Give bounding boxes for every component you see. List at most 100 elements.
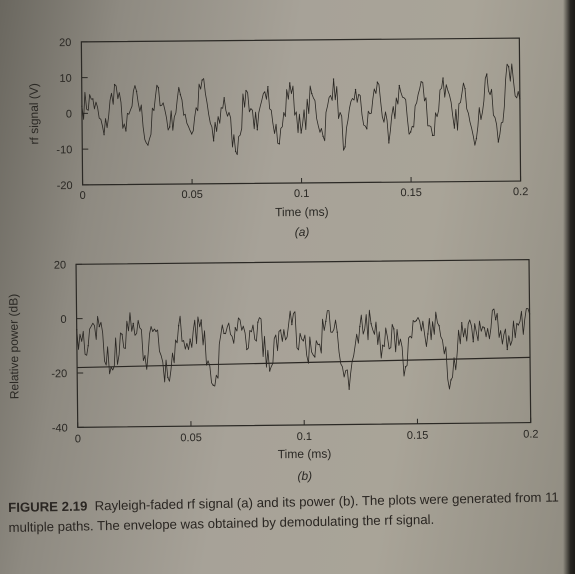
chart-panel-b: 20 0 -20 -40 0 0.05 0.1 0.15 0.2 Time (ms) (b) Rela… <box>6 258 539 483</box>
x-tick-label: 0 <box>75 433 81 445</box>
signal-point <box>168 126 171 128</box>
signal-point <box>256 129 259 131</box>
x-tick-label: 0.1 <box>294 188 309 200</box>
y-tick-label: 0 <box>66 108 72 120</box>
signal-point <box>81 105 83 107</box>
signal-point <box>257 321 259 323</box>
signal-point <box>144 355 146 357</box>
x-axis-label: Time (ms) <box>275 205 329 219</box>
signal-point <box>189 338 191 340</box>
y-tick-label: 20 <box>54 259 66 271</box>
x-tick-label: 0.05 <box>181 189 203 201</box>
signal-point <box>420 81 422 83</box>
signal-point <box>398 84 400 87</box>
y-axis-label: rf signal (V) <box>27 83 42 144</box>
y-axis-label: Relative power (dB) <box>6 294 21 400</box>
signal-point <box>354 88 357 91</box>
signal-point <box>393 328 395 330</box>
y-tick-label: -10 <box>56 144 72 156</box>
signal-point <box>147 144 149 146</box>
signal-point <box>212 140 215 142</box>
signal-point <box>388 142 390 144</box>
reference-line <box>77 356 531 369</box>
signal-point <box>519 98 521 100</box>
x-tick-label: 0.2 <box>523 429 538 441</box>
signal-point <box>125 130 127 132</box>
chart-panel-a: 20 10 0 -10 -20 0 0.05 0.1 0.15 0.2 Time (ms) (a) rf… <box>27 37 529 239</box>
signal-point <box>442 77 444 79</box>
signal-point <box>200 319 202 321</box>
signal-point <box>311 92 313 95</box>
panel-label: (b) <box>297 469 312 483</box>
caption-text: Rayleigh-faded rf signal (a) and its pow… <box>8 489 559 535</box>
signal-point <box>344 146 346 148</box>
signal-point <box>336 331 338 333</box>
signal-point <box>427 333 429 335</box>
signal-point <box>376 81 379 83</box>
y-tick-label: 20 <box>59 37 71 49</box>
plot-frame <box>80 37 522 186</box>
signal-point <box>404 366 407 368</box>
x-tick-label: 0.15 <box>407 430 429 442</box>
signal-line <box>76 308 530 390</box>
signal-point <box>450 379 452 381</box>
signal-point <box>409 131 412 133</box>
y-tick-label: -20 <box>57 180 73 192</box>
signal-point <box>453 127 456 129</box>
y-tick-label: 10 <box>59 73 71 85</box>
signal-point <box>464 87 466 90</box>
y-tick-label: -40 <box>52 422 68 434</box>
x-tick-label: 0 <box>80 190 86 202</box>
signal-point <box>155 330 157 333</box>
signal-point <box>268 370 271 372</box>
page-edge-shadow <box>563 0 575 574</box>
signal-point <box>370 323 372 325</box>
signal-point <box>348 388 350 390</box>
signal-point <box>223 332 225 335</box>
signal-point <box>92 98 94 100</box>
x-tick-label: 0.05 <box>180 432 202 444</box>
signal-point <box>461 322 463 324</box>
y-tick-label: 0 <box>60 314 66 326</box>
signal-point <box>381 344 384 347</box>
signal-point <box>494 319 497 321</box>
signal-point <box>289 82 291 84</box>
signal-point <box>497 141 500 143</box>
x-tick-label: 0.15 <box>400 187 422 199</box>
signal-point <box>167 376 169 379</box>
signal-line <box>81 63 521 156</box>
signal-point <box>517 324 520 326</box>
signal-point <box>267 86 269 88</box>
signal-point <box>483 327 486 329</box>
signal-point <box>291 323 293 326</box>
x-tick-label: 0.1 <box>297 431 312 443</box>
signal-point <box>245 89 247 92</box>
signal-point <box>528 313 531 315</box>
signal-point <box>472 340 474 343</box>
signal-point <box>121 333 123 336</box>
signal-point <box>135 90 138 93</box>
signal-point <box>223 97 225 99</box>
signal-point <box>415 319 418 322</box>
signal-point <box>278 143 281 145</box>
signal-point <box>234 150 237 153</box>
signal-point <box>177 325 180 327</box>
x-axis-label: Time (ms) <box>278 447 332 462</box>
signal-point <box>438 325 440 327</box>
caption-figure-label: FIGURE 2.19 <box>8 498 88 515</box>
signal-point <box>132 322 134 325</box>
signal-point <box>366 128 368 130</box>
signal-point <box>246 348 248 351</box>
signal-point <box>322 135 324 138</box>
x-tick-label: 0.2 <box>513 186 528 198</box>
signal-point <box>212 384 214 386</box>
signal-point <box>359 325 361 328</box>
signal-point <box>507 66 510 68</box>
signal-point <box>87 345 89 347</box>
signal-point <box>431 134 434 137</box>
signal-point <box>179 93 182 96</box>
signal-point <box>157 87 160 89</box>
signal-point <box>190 133 193 135</box>
